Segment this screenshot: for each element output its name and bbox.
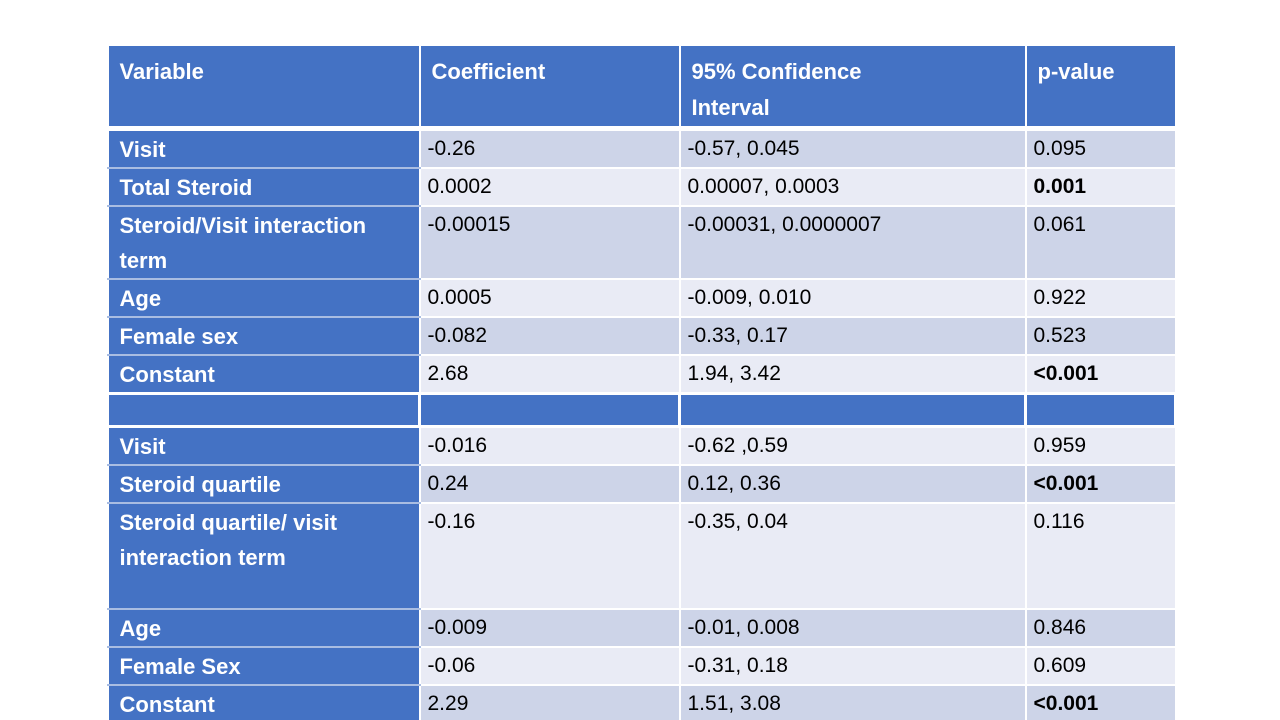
table-row: Age 0.0005 -0.009, 0.010 0.922 [106, 278, 1177, 318]
table-row: Female sex -0.082 -0.33, 0.17 0.523 [106, 316, 1177, 356]
regression-results-table: Variable Coefficient 95% Confidence Inte… [106, 44, 1177, 720]
separator-cell [1024, 392, 1177, 428]
coefficient-cell: -0.00015 [418, 205, 681, 280]
table-row: Total Steroid 0.0002 0.00007, 0.0003 0.0… [106, 167, 1177, 207]
coefficient-cell: -0.16 [418, 502, 681, 610]
p-value-cell: 0.116 [1024, 502, 1177, 610]
ci-cell: -0.33, 0.17 [678, 316, 1027, 356]
table-row: Age -0.009 -0.01, 0.008 0.846 [106, 608, 1177, 648]
p-value-cell: <0.001 [1024, 684, 1177, 720]
ci-cell: 0.00007, 0.0003 [678, 167, 1027, 207]
variable-cell: Female sex [106, 316, 421, 356]
coefficient-cell: 2.68 [418, 354, 681, 395]
header-confidence-interval: 95% Confidence Interval [678, 44, 1027, 131]
p-value-cell: <0.001 [1024, 354, 1177, 395]
section-separator-row [106, 392, 1177, 428]
coefficient-cell: 2.29 [418, 684, 681, 720]
table-row: Constant 2.29 1.51, 3.08 <0.001 [106, 684, 1177, 720]
ci-cell: -0.009, 0.010 [678, 278, 1027, 318]
p-value-cell: 0.959 [1024, 425, 1177, 466]
p-value-cell: 0.922 [1024, 278, 1177, 318]
coefficient-cell: -0.082 [418, 316, 681, 356]
p-value-cell: 0.061 [1024, 205, 1177, 280]
variable-cell: Total Steroid [106, 167, 421, 207]
header-coefficient: Coefficient [418, 44, 681, 131]
ci-cell: -0.00031, 0.0000007 [678, 205, 1027, 280]
p-value-cell: 0.523 [1024, 316, 1177, 356]
coefficient-cell: 0.0002 [418, 167, 681, 207]
table-row: Visit -0.26 -0.57, 0.045 0.095 [106, 127, 1177, 169]
separator-cell [678, 392, 1027, 428]
coefficient-cell: 0.0005 [418, 278, 681, 318]
separator-cell [418, 392, 681, 428]
variable-cell: Steroid quartile [106, 464, 421, 504]
table-header-row: Variable Coefficient 95% Confidence Inte… [106, 44, 1177, 131]
coefficient-cell: -0.009 [418, 608, 681, 648]
variable-cell: Visit [106, 425, 421, 466]
p-value-cell: 0.609 [1024, 646, 1177, 686]
table-row: Steroid quartile/ visit interaction term… [106, 502, 1177, 610]
table-row: Steroid/Visit interaction term -0.00015 … [106, 205, 1177, 280]
variable-cell: Visit [106, 127, 421, 169]
variable-cell: Constant [106, 684, 421, 720]
coefficient-cell: -0.016 [418, 425, 681, 466]
p-value-cell: <0.001 [1024, 464, 1177, 504]
separator-cell [106, 392, 421, 428]
ci-cell: -0.35, 0.04 [678, 502, 1027, 610]
ci-cell: -0.01, 0.008 [678, 608, 1027, 648]
ci-cell: 1.94, 3.42 [678, 354, 1027, 395]
table-row: Female Sex -0.06 -0.31, 0.18 0.609 [106, 646, 1177, 686]
table-row: Visit -0.016 -0.62 ,0.59 0.959 [106, 425, 1177, 466]
header-p-value: p-value [1024, 44, 1177, 131]
ci-cell: -0.62 ,0.59 [678, 425, 1027, 466]
coefficient-cell: -0.06 [418, 646, 681, 686]
p-value-cell: 0.001 [1024, 167, 1177, 207]
table-row: Steroid quartile 0.24 0.12, 0.36 <0.001 [106, 464, 1177, 504]
ci-cell: 0.12, 0.36 [678, 464, 1027, 504]
ci-cell: -0.31, 0.18 [678, 646, 1027, 686]
coefficient-cell: 0.24 [418, 464, 681, 504]
table-row: Constant 2.68 1.94, 3.42 <0.001 [106, 354, 1177, 395]
p-value-cell: 0.095 [1024, 127, 1177, 169]
header-variable: Variable [106, 44, 421, 131]
p-value-cell: 0.846 [1024, 608, 1177, 648]
variable-cell: Steroid quartile/ visit interaction term [106, 502, 421, 610]
ci-cell: -0.57, 0.045 [678, 127, 1027, 169]
ci-cell: 1.51, 3.08 [678, 684, 1027, 720]
variable-cell: Constant [106, 354, 421, 395]
variable-cell: Age [106, 278, 421, 318]
variable-cell: Female Sex [106, 646, 421, 686]
coefficient-cell: -0.26 [418, 127, 681, 169]
variable-cell: Age [106, 608, 421, 648]
variable-cell: Steroid/Visit interaction term [106, 205, 421, 280]
